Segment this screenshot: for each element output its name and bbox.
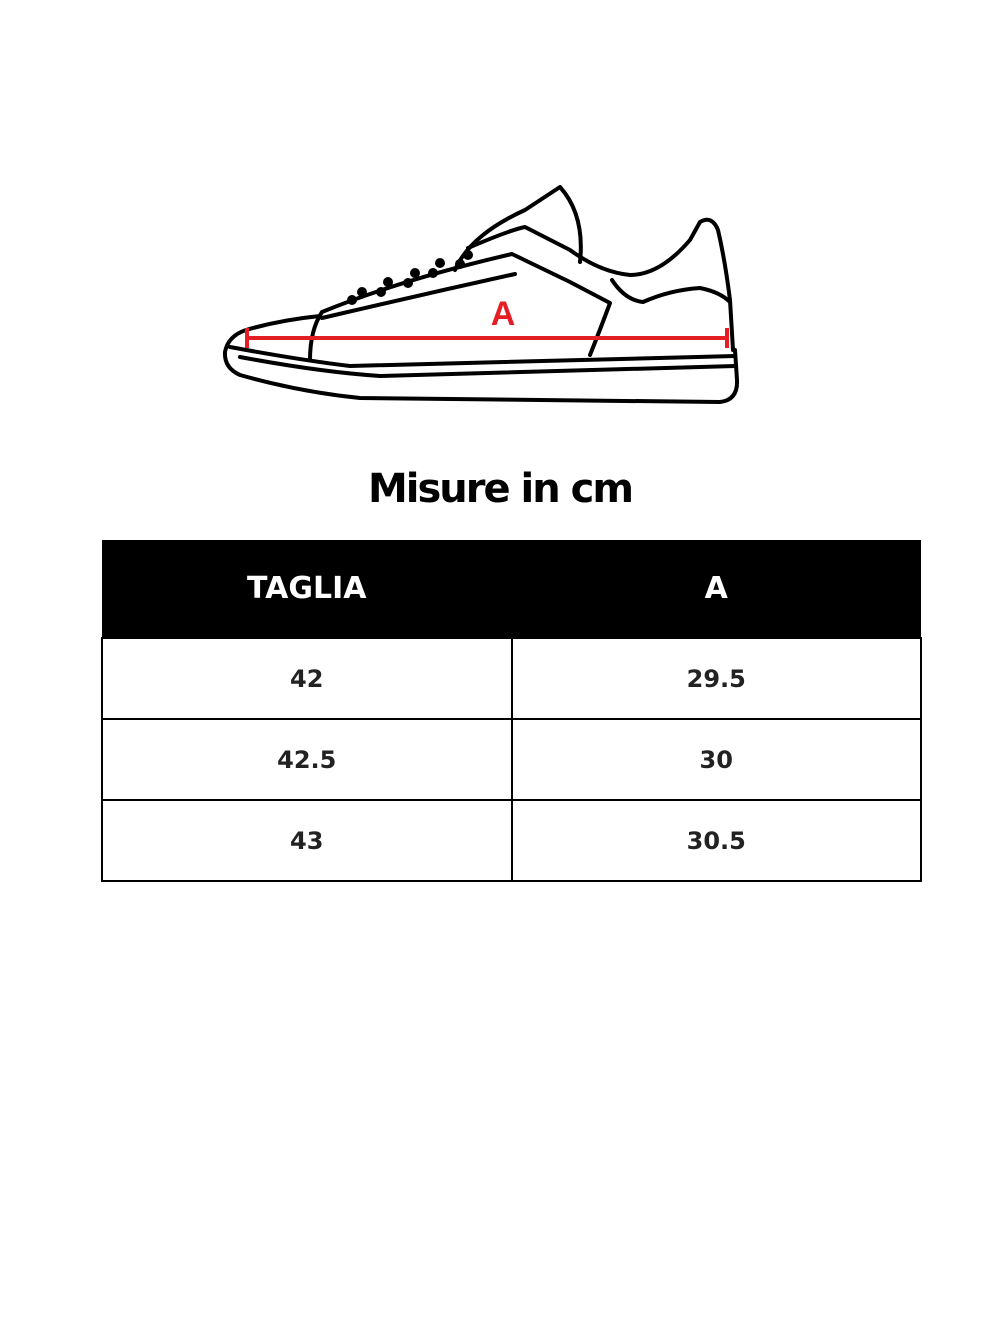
- sole-top-line: [228, 345, 737, 368]
- table-row: 42.5 30: [101, 718, 922, 801]
- header-a: A: [511, 540, 921, 638]
- measure-line: [245, 328, 729, 348]
- collar: [466, 217, 735, 352]
- toe-line: [244, 314, 322, 332]
- header-taglia: TAGLIA: [102, 540, 512, 638]
- vamp: [308, 252, 612, 362]
- table-row: 43 30.5: [101, 799, 922, 882]
- heel-tab: [610, 278, 732, 304]
- cell-size: 43: [101, 799, 513, 882]
- measure-label: A: [491, 295, 516, 333]
- cell-size: 42.5: [101, 718, 513, 801]
- cell-length: 30: [510, 718, 922, 801]
- cell-size: 42: [101, 637, 513, 720]
- cell-length: 30.5: [510, 799, 922, 882]
- page-title: Misure in cm: [367, 466, 634, 512]
- table-header-row: TAGLIA A: [102, 540, 921, 638]
- cell-length: 29.5: [510, 637, 922, 720]
- lace-holes: [347, 250, 473, 305]
- sole-mid-line: [238, 355, 737, 378]
- upper-top: [320, 272, 517, 320]
- table-row: 42 29.5: [101, 637, 922, 720]
- sole-outline: [222, 328, 740, 404]
- shoe-illustration: A: [222, 185, 740, 404]
- size-table: TAGLIA A 42 29.5 42.5 30 43 30.5: [101, 540, 922, 882]
